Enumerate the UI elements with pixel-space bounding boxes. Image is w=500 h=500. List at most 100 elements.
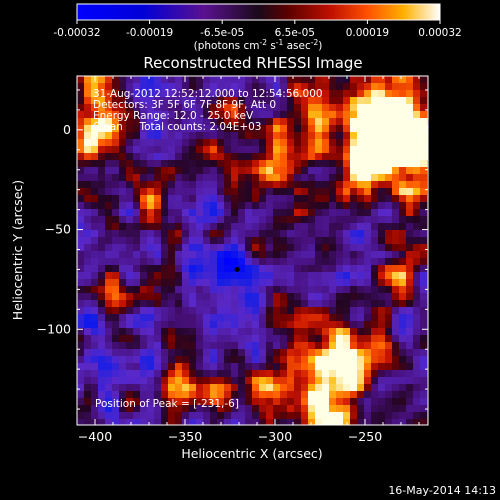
heatmap-cell	[154, 342, 162, 350]
heatmap-cell	[147, 160, 155, 168]
heatmap-cell	[217, 328, 225, 336]
heatmap-cell	[413, 398, 421, 406]
heatmap-cell	[371, 97, 379, 105]
heatmap-cell	[231, 419, 239, 425]
heatmap-cell	[301, 377, 309, 385]
heatmap-cell	[399, 363, 407, 371]
heatmap-cell	[161, 104, 169, 112]
heatmap-cell	[140, 188, 148, 196]
heatmap-cell	[294, 146, 302, 154]
heatmap-cell	[392, 356, 400, 364]
heatmap-cell	[280, 279, 288, 287]
heatmap-cell	[133, 181, 141, 189]
heatmap-cell	[315, 223, 323, 231]
heatmap-cell	[322, 90, 330, 98]
heatmap-cell	[84, 181, 92, 189]
heatmap-cell	[196, 419, 204, 425]
heatmap-cell	[203, 335, 211, 343]
heatmap-cell	[399, 405, 407, 413]
heatmap-cell	[406, 300, 414, 308]
heatmap-cell	[133, 83, 141, 91]
heatmap-cell	[273, 349, 281, 357]
heatmap-cell	[294, 90, 302, 98]
heatmap-cell	[301, 132, 309, 140]
heatmap-cell	[203, 139, 211, 147]
heatmap-cell	[287, 398, 295, 406]
heatmap-cell	[238, 111, 246, 119]
heatmap-cell	[168, 335, 176, 343]
heatmap-cell	[357, 146, 365, 154]
heatmap-cell	[210, 398, 218, 406]
heatmap-cell	[385, 272, 393, 280]
heatmap-cell	[252, 335, 260, 343]
heatmap-cell	[217, 153, 225, 161]
heatmap-cell	[84, 300, 92, 308]
heatmap-cell	[343, 363, 351, 371]
heatmap-cell	[224, 216, 232, 224]
heatmap-cell	[392, 335, 400, 343]
heatmap-cell	[371, 286, 379, 294]
heatmap-cell	[385, 223, 393, 231]
heatmap-cell	[105, 83, 113, 91]
heatmap-cell	[126, 377, 134, 385]
heatmap-cell	[413, 370, 421, 378]
y-axis-title: Heliocentric Y (arcsec)	[10, 180, 25, 320]
heatmap-cell	[357, 216, 365, 224]
heatmap-cell	[308, 377, 316, 385]
heatmap-cell	[322, 293, 330, 301]
heatmap-cell	[154, 111, 162, 119]
heatmap-cell	[392, 90, 400, 98]
heatmap-cell	[287, 202, 295, 210]
heatmap-cell	[259, 258, 267, 266]
heatmap-cell	[350, 188, 358, 196]
heatmap-cell	[252, 377, 260, 385]
heatmap-cell	[308, 209, 316, 217]
heatmap-cell	[406, 349, 414, 357]
heatmap-cell	[336, 202, 344, 210]
heatmap-cell	[336, 118, 344, 126]
heatmap-cell	[420, 279, 428, 287]
heatmap-cell	[315, 160, 323, 168]
heatmap-cell	[252, 258, 260, 266]
heatmap-cell	[350, 202, 358, 210]
heatmap-cell	[84, 258, 92, 266]
heatmap-cell	[133, 286, 141, 294]
heatmap-cell	[105, 111, 113, 119]
heatmap-cell	[105, 384, 113, 392]
heatmap-cell	[98, 349, 106, 357]
heatmap-cell	[154, 272, 162, 280]
heatmap-cell	[147, 342, 155, 350]
heatmap-cell	[245, 174, 253, 182]
heatmap-cell	[175, 216, 183, 224]
heatmap-cell	[112, 90, 120, 98]
heatmap-cell	[252, 132, 260, 140]
heatmap-cell	[392, 265, 400, 273]
heatmap-cell	[161, 258, 169, 266]
heatmap-cell	[357, 321, 365, 329]
heatmap-cell	[364, 321, 372, 329]
heatmap-cell	[154, 223, 162, 231]
heatmap-cell	[280, 391, 288, 399]
heatmap-cell	[357, 139, 365, 147]
heatmap-cell	[84, 167, 92, 175]
heatmap-cell	[133, 293, 141, 301]
heatmap-cell	[126, 321, 134, 329]
heatmap-cell	[210, 139, 218, 147]
heatmap-cell	[252, 216, 260, 224]
heatmap-cell	[259, 300, 267, 308]
heatmap-cell	[406, 391, 414, 399]
heatmap-cell	[266, 118, 274, 126]
heatmap-cell	[322, 258, 330, 266]
heatmap-cell	[182, 370, 190, 378]
x-tick-label: −400	[78, 429, 112, 444]
heatmap-cell	[98, 153, 106, 161]
heatmap-cell	[308, 97, 316, 105]
heatmap-cell	[287, 181, 295, 189]
heatmap-cell	[161, 307, 169, 315]
heatmap-cell	[112, 419, 120, 425]
heatmap-cell	[343, 321, 351, 329]
heatmap-cell	[224, 118, 232, 126]
heatmap-cell	[210, 83, 218, 91]
heatmap-cell	[231, 335, 239, 343]
heatmap-cell	[238, 132, 246, 140]
